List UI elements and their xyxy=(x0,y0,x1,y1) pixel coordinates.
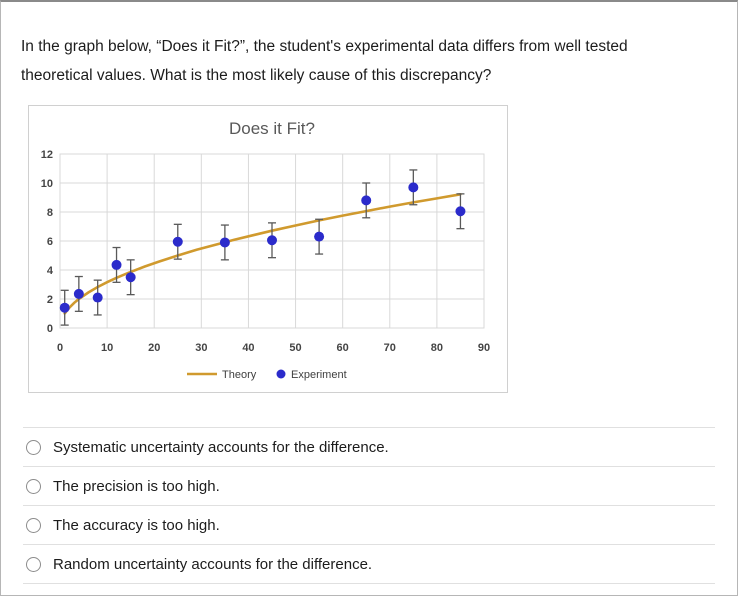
experiment-point xyxy=(92,292,103,303)
experiment-point xyxy=(314,231,325,242)
radio-button-icon[interactable] xyxy=(26,478,41,494)
y-tick-label: 10 xyxy=(41,178,53,190)
does-it-fit-chart: 0 10 20 30 40 50 60 70 80 90 0 2 4 6 8 10 12 Does it Fit?… xyxy=(41,119,490,381)
x-tick-label: 90 xyxy=(478,342,490,354)
x-tick-label: 50 xyxy=(289,342,301,354)
legend-experiment-label: Experiment xyxy=(291,369,347,381)
answer-option-label: Random uncertainty accounts for the diff… xyxy=(53,555,373,573)
experiment-point xyxy=(73,288,84,299)
experiment-point xyxy=(172,236,183,247)
y-tick-label: 0 xyxy=(47,323,53,335)
question-text: In the graph below, “Does it Fit?”, the … xyxy=(21,38,628,84)
x-tick-label: 20 xyxy=(148,342,160,354)
x-tick-label: 10 xyxy=(101,342,113,354)
x-tick-label: 40 xyxy=(242,342,254,354)
radio-button-icon[interactable] xyxy=(26,517,41,533)
y-tick-label: 12 xyxy=(41,149,53,161)
chart-title: Does it Fit? xyxy=(229,119,315,138)
y-tick-label: 8 xyxy=(47,207,53,219)
experiment-point xyxy=(455,206,466,217)
chart-container: 0 10 20 30 40 50 60 70 80 90 0 2 4 6 8 10 12 Does it Fit?… xyxy=(28,105,508,393)
answer-option-label: Systematic uncertainty accounts for the … xyxy=(53,438,389,456)
answer-option-label: The precision is too high. xyxy=(53,477,220,495)
answer-option-1[interactable]: Systematic uncertainty accounts for the … xyxy=(23,427,715,466)
answer-option-4[interactable]: Random uncertainty accounts for the diff… xyxy=(23,544,715,584)
x-tick-label: 80 xyxy=(431,342,443,354)
radio-button-icon[interactable] xyxy=(26,556,41,572)
plot-border xyxy=(59,153,485,329)
x-tick-label: 60 xyxy=(337,342,349,354)
experiment-point xyxy=(125,272,136,283)
y-tick-label: 4 xyxy=(47,265,54,277)
x-tick-label: 30 xyxy=(195,342,207,354)
answer-option-label: The accuracy is too high. xyxy=(53,516,220,534)
experiment-point xyxy=(59,302,70,313)
x-tick-label: 0 xyxy=(57,342,63,354)
experiment-point xyxy=(111,259,122,270)
x-tick-label: 70 xyxy=(384,342,396,354)
radio-button-icon[interactable] xyxy=(26,439,41,455)
answer-options: Systematic uncertainty accounts for the … xyxy=(23,427,715,584)
experiment-point xyxy=(408,182,419,193)
y-tick-label: 2 xyxy=(47,294,53,306)
experiment-point xyxy=(219,237,230,248)
experiment-point xyxy=(361,195,372,206)
experiment-point xyxy=(267,235,277,246)
legend-experiment-marker xyxy=(276,369,286,379)
legend-theory-label: Theory xyxy=(222,369,257,381)
answer-option-3[interactable]: The accuracy is too high. xyxy=(23,505,715,544)
y-tick-label: 6 xyxy=(47,236,53,248)
answer-option-2[interactable]: The precision is too high. xyxy=(23,466,715,505)
